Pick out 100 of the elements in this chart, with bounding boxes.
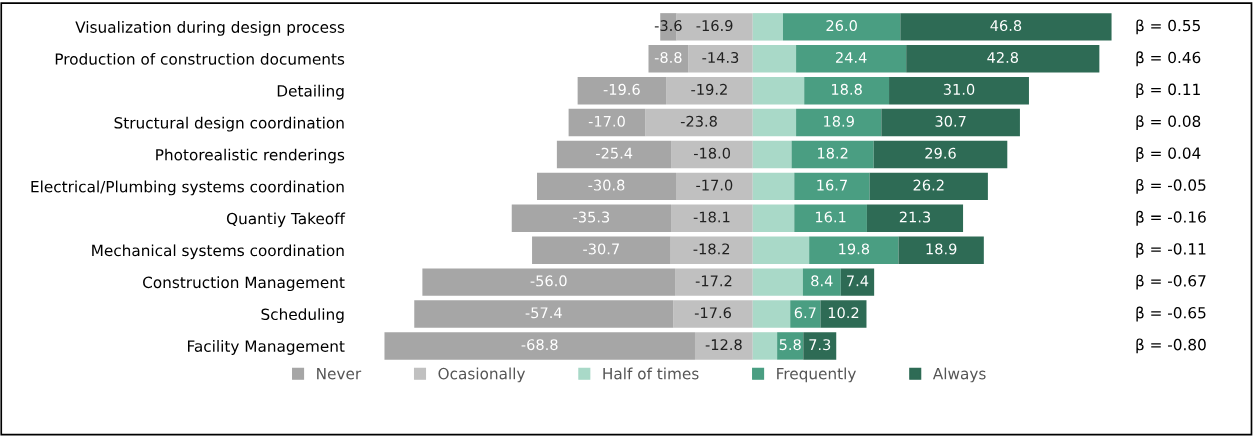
bar <box>881 108 1020 137</box>
data-label: 18.2 <box>818 147 848 159</box>
data-label: -19.2 <box>691 83 727 95</box>
bar <box>752 204 795 233</box>
data-label: 26.0 <box>826 20 857 32</box>
text: β = 0.08 <box>1136 115 1201 131</box>
bar <box>790 300 821 328</box>
y-tick-label: Facility Management <box>188 340 345 355</box>
data-label: -30.8 <box>588 179 625 191</box>
data-label: 5.8 <box>779 339 801 351</box>
bar <box>898 236 984 264</box>
data-label: 16.7 <box>817 179 847 191</box>
bar <box>752 268 803 296</box>
data-label: -35.3 <box>573 211 610 223</box>
bar <box>796 108 882 137</box>
y-tick-label: Quantiy Takeoff <box>226 212 346 228</box>
data-label: 8.4 <box>811 275 833 287</box>
bar <box>752 76 805 105</box>
data-label: -8.8 <box>654 51 682 63</box>
y-tick-label: Production of construction documents <box>55 52 345 65</box>
data-label: 6.7 <box>794 307 816 319</box>
data-label: 10.2 <box>828 307 859 319</box>
y-tick-label: Construction Management <box>143 276 345 292</box>
y-tick-label: Photorealistic renderings <box>156 148 345 164</box>
bar <box>796 45 907 73</box>
text: β = -0.80 <box>1136 338 1206 354</box>
data-label: -17.0 <box>588 115 625 127</box>
bar <box>906 45 1100 73</box>
text: β = 0.04 <box>1136 147 1201 162</box>
text: β = -0.65 <box>1136 306 1206 322</box>
bar <box>869 172 988 201</box>
text: β = 0.11 <box>1136 83 1200 99</box>
bar <box>752 332 778 360</box>
bar <box>809 236 899 264</box>
bar <box>804 76 890 105</box>
bar <box>866 204 964 233</box>
bar <box>752 140 792 169</box>
legend-label: Ocasionally <box>438 367 526 383</box>
data-label: -18.1 <box>693 211 730 223</box>
data-label: 18.9 <box>824 115 854 127</box>
text: β = 0.46 <box>1136 51 1201 67</box>
bar <box>803 332 837 360</box>
data-label: 46.8 <box>990 20 1022 32</box>
data-label: -19.6 <box>603 83 640 95</box>
data-label: -18.2 <box>693 243 730 255</box>
text: β = -0.11 <box>1136 242 1206 258</box>
data-label: -25.4 <box>596 147 633 159</box>
bar <box>777 332 804 360</box>
y-tick-label: Mechanical systems coordination <box>92 244 344 260</box>
bar <box>752 45 797 73</box>
legend-label: Half of times <box>603 367 699 380</box>
text: β = -0.05 <box>1136 178 1206 194</box>
y-tick-label: Structural design coordination <box>114 116 344 132</box>
bar <box>794 172 870 201</box>
data-label: 31.0 <box>943 83 975 95</box>
data-label: 7.4 <box>847 275 869 287</box>
data-label: 18.8 <box>831 83 862 95</box>
data-label: -17.6 <box>694 307 731 319</box>
y-tick-label: Electrical/Plumbing systems coordination <box>31 180 344 196</box>
data-label: -14.3 <box>702 51 739 63</box>
bar <box>752 172 795 201</box>
legend-label: Always <box>932 367 986 383</box>
bar <box>752 13 783 41</box>
data-label: 26.2 <box>913 179 944 191</box>
data-label: 19.8 <box>839 243 870 255</box>
bar <box>840 268 875 296</box>
y-tick-label: Visualization during design process <box>75 21 345 36</box>
data-label: -23.8 <box>680 115 717 127</box>
bar <box>889 76 1029 105</box>
data-label: -18.0 <box>693 147 731 159</box>
data-label: 24.4 <box>835 51 867 63</box>
y-tick-label: Detailing <box>277 84 344 100</box>
data-label: 30.7 <box>935 115 966 127</box>
data-label: -17.0 <box>696 179 733 191</box>
text: β = -0.67 <box>1136 274 1206 290</box>
data-label: -68.8 <box>521 339 558 351</box>
data-label: -12.8 <box>705 339 742 351</box>
text: β = 0.55 <box>1136 19 1200 35</box>
data-label: -30.7 <box>583 243 619 255</box>
legend-label: Never <box>317 368 362 380</box>
data-label: -57.4 <box>525 307 562 319</box>
data-label: -17.2 <box>695 275 732 287</box>
bar <box>802 268 841 296</box>
data-label: 21.3 <box>899 211 931 223</box>
y-tick-label: Scheduling <box>261 308 344 323</box>
data-label: 29.6 <box>925 147 956 159</box>
bar <box>752 236 810 264</box>
data-label: 18.9 <box>926 243 957 255</box>
data-label: 42.8 <box>987 51 1019 63</box>
legend-label: Frequently <box>777 367 856 383</box>
bar <box>820 300 867 328</box>
data-label: -16.9 <box>696 20 733 32</box>
bar <box>794 204 867 233</box>
bar <box>791 140 874 169</box>
data-label: 16.1 <box>815 211 846 223</box>
bar <box>752 300 791 328</box>
data-label: -56.0 <box>530 275 567 287</box>
bar <box>900 13 1112 41</box>
text: β = -0.16 <box>1136 210 1206 226</box>
bar <box>873 140 1008 169</box>
